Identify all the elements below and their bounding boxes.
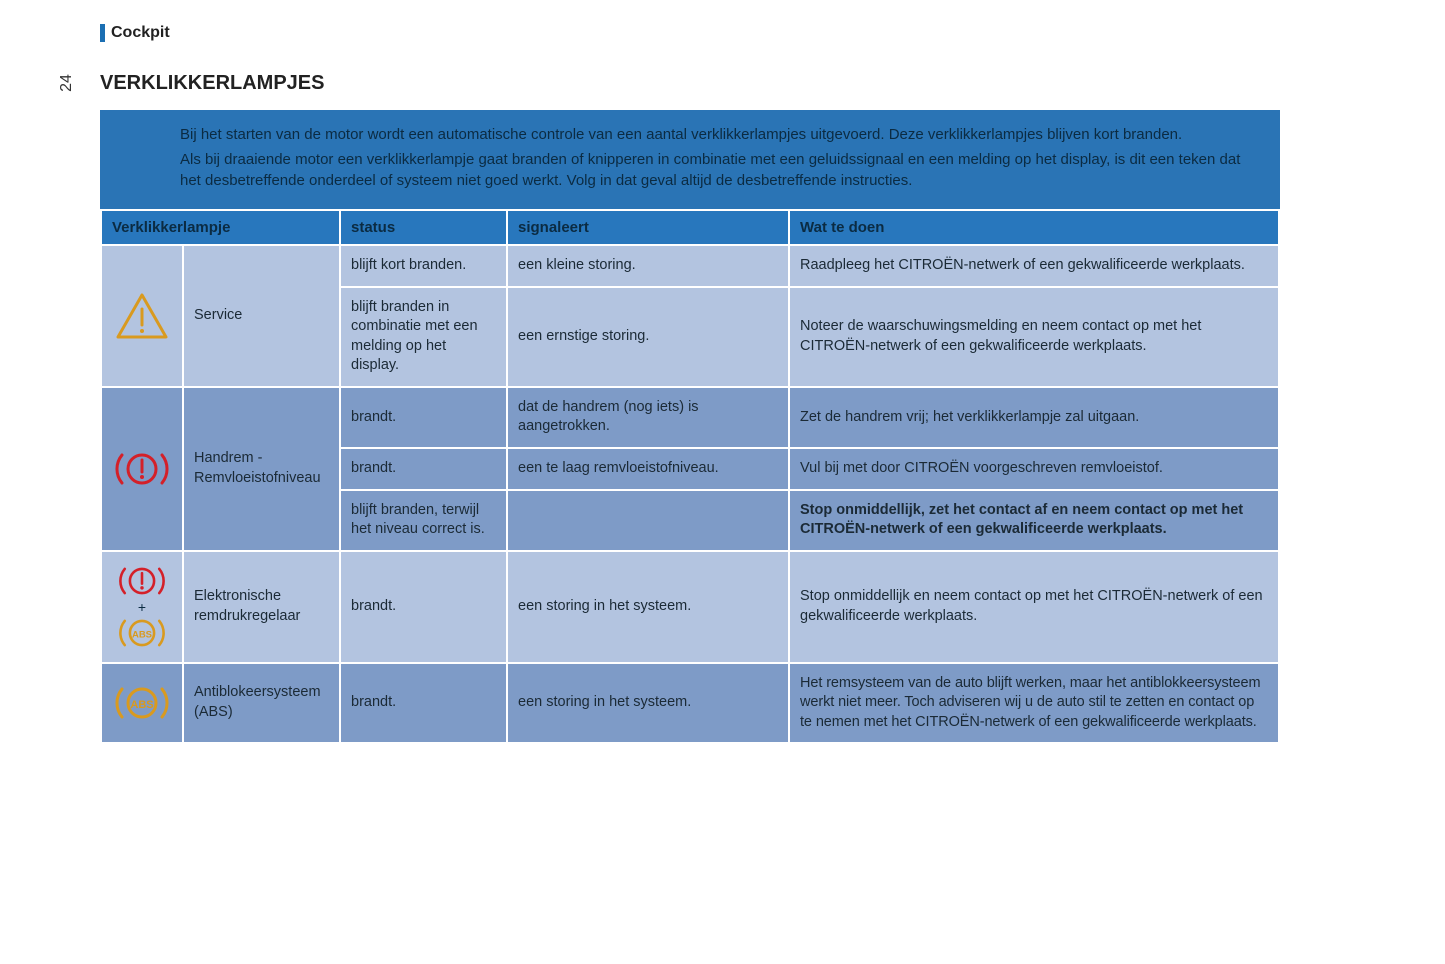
th-action: Wat te doen bbox=[790, 211, 1278, 244]
action-cell: Stop onmiddellijk en neem contact op met… bbox=[790, 552, 1278, 662]
name-service: Service bbox=[184, 246, 339, 386]
signal-cell: een storing in het systeem. bbox=[508, 552, 788, 662]
signal-cell: een te laag remvloeistofniveau. bbox=[508, 449, 788, 489]
action-cell: Raadpleeg het CITROËN-netwerk of een gek… bbox=[790, 246, 1278, 286]
table-row: Handrem - Remvloeistofniveau brandt. dat… bbox=[102, 388, 1278, 447]
name-abs: Antiblokeersysteem (ABS) bbox=[184, 664, 339, 743]
action-cell: Het remsysteem van de auto blijft werken… bbox=[790, 664, 1278, 743]
intro-p1: Bij het starten van de motor wordt een a… bbox=[180, 124, 1262, 145]
status-cell: blijft kort branden. bbox=[341, 246, 506, 286]
brake-warning-icon bbox=[112, 447, 172, 491]
brake-warning-icon bbox=[114, 562, 170, 600]
warning-table: Verklikkerlampje status signaleert Wat t… bbox=[100, 209, 1280, 744]
section-tag: Cockpit bbox=[100, 24, 170, 42]
signal-cell: een ernstige storing. bbox=[508, 288, 788, 386]
action-cell: Vul bij met door CITROËN voorgeschreven … bbox=[790, 449, 1278, 489]
th-lamp: Verklikkerlampje bbox=[102, 211, 339, 244]
table-header-row: Verklikkerlampje status signaleert Wat t… bbox=[102, 211, 1278, 244]
table-row: + ABS Elektronische remdrukregelaar bran… bbox=[102, 552, 1278, 662]
signal-cell bbox=[508, 491, 788, 550]
name-ebd: Elektronische remdrukregelaar bbox=[184, 552, 339, 662]
status-cell: brandt. bbox=[341, 449, 506, 489]
plus-sign: + bbox=[112, 600, 172, 614]
intro-p2: Als bij draaiende motor een verklikkerla… bbox=[180, 149, 1262, 191]
status-cell: brandt. bbox=[341, 388, 506, 447]
action-cell: Noteer de waarschuwingsmelding en neem c… bbox=[790, 288, 1278, 386]
th-status: status bbox=[341, 211, 506, 244]
abs-icon: ABS bbox=[114, 614, 170, 652]
icon-cell-ebd: + ABS bbox=[102, 552, 182, 662]
main-heading: VERKLIKKERLAMPJES bbox=[100, 72, 324, 95]
status-cell: brandt. bbox=[341, 664, 506, 743]
signal-cell: dat de handrem (nog iets) is aangetrokke… bbox=[508, 388, 788, 447]
page-number: 24 bbox=[58, 74, 76, 92]
status-cell: blijft branden in combinatie met een mel… bbox=[341, 288, 506, 386]
svg-text:ABS: ABS bbox=[132, 629, 152, 640]
icon-cell-service bbox=[102, 246, 182, 386]
content-wrap: Bij het starten van de motor wordt een a… bbox=[100, 110, 1280, 744]
intro-box: Bij het starten van de motor wordt een a… bbox=[100, 110, 1280, 209]
status-cell: brandt. bbox=[341, 552, 506, 662]
table-row: Service blijft kort branden. een kleine … bbox=[102, 246, 1278, 286]
action-cell: Stop onmiddellijk, zet het contact af en… bbox=[790, 491, 1278, 550]
status-cell: blijft branden, terwijl het niveau corre… bbox=[341, 491, 506, 550]
abs-icon: ABS bbox=[112, 681, 172, 725]
svg-text:ABS: ABS bbox=[130, 699, 153, 711]
icon-cell-brake bbox=[102, 388, 182, 550]
icon-cell-abs: ABS bbox=[102, 664, 182, 743]
table-row: ABS Antiblokeersysteem (ABS) brandt. een… bbox=[102, 664, 1278, 743]
action-cell: Zet de handrem vrij; het verklikkerlampj… bbox=[790, 388, 1278, 447]
th-signal: signaleert bbox=[508, 211, 788, 244]
signal-cell: een storing in het systeem. bbox=[508, 664, 788, 743]
warning-triangle-icon bbox=[114, 291, 170, 341]
signal-cell: een kleine storing. bbox=[508, 246, 788, 286]
name-brake: Handrem - Remvloeistofniveau bbox=[184, 388, 339, 550]
